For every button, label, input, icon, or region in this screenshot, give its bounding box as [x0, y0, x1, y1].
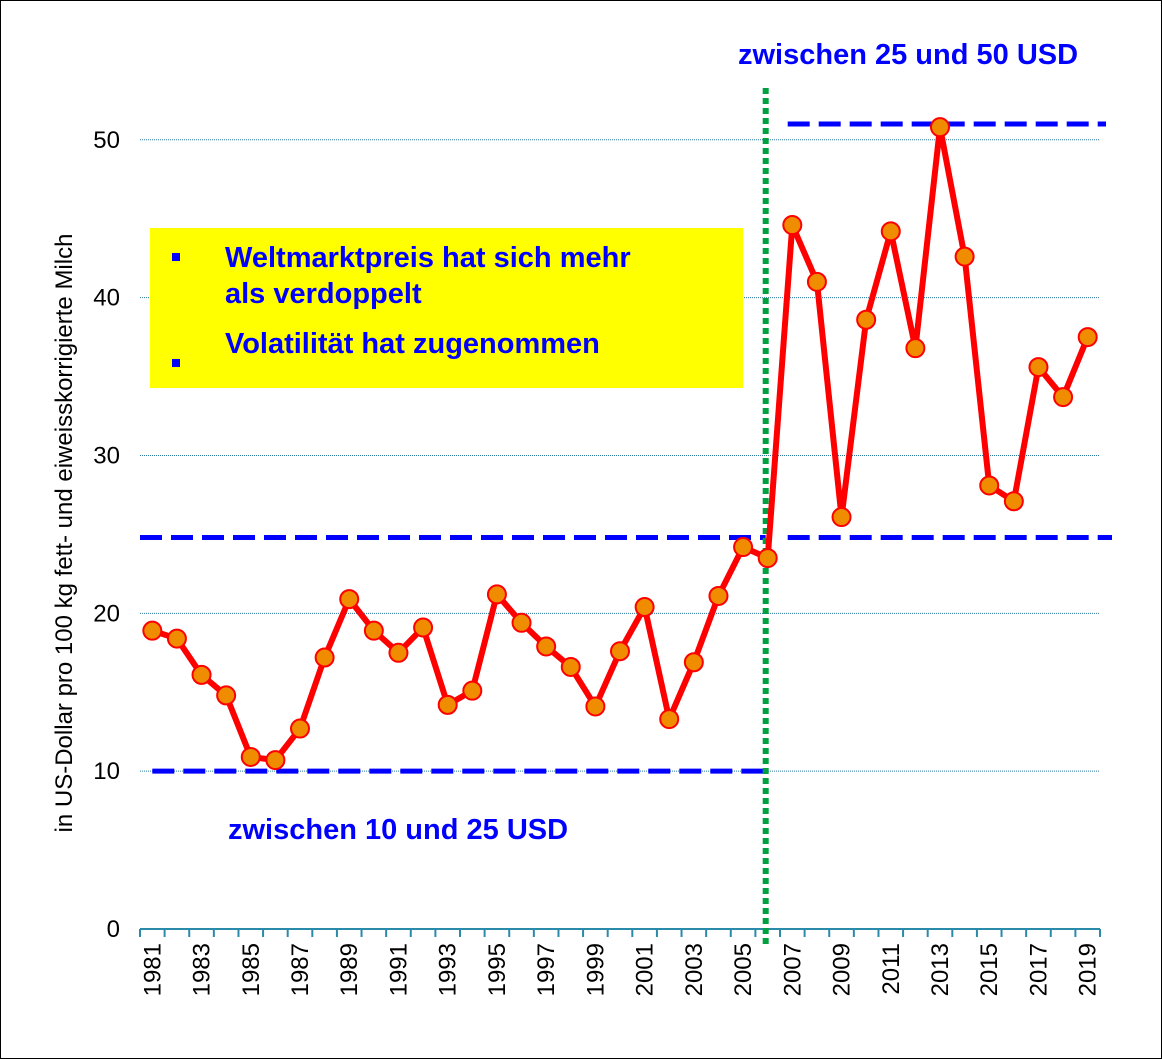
x-tick-label: 1999	[582, 943, 609, 996]
data-point	[240, 746, 261, 767]
x-tick-label: 1995	[484, 943, 511, 996]
x-tick-label: 1991	[385, 943, 412, 996]
x-tick-label: 1985	[238, 943, 265, 996]
x-tick-label: 1993	[435, 943, 462, 996]
data-point	[265, 750, 286, 771]
data-point	[708, 585, 729, 606]
x-tick-label: 1983	[189, 943, 216, 996]
data-point	[683, 652, 704, 673]
y-tick-label: 20	[93, 600, 120, 627]
x-tick-label: 2019	[1075, 943, 1102, 996]
data-point	[880, 221, 901, 242]
x-tick-label: 1989	[336, 943, 363, 996]
data-point	[610, 641, 630, 662]
y-tick-label: 10	[93, 758, 120, 785]
data-point	[216, 685, 237, 706]
data-point	[954, 246, 975, 267]
data-point	[806, 271, 827, 292]
callout: Weltmarktpreis hat sich mehr als verdopp…	[225, 242, 631, 360]
x-tick-label: 2003	[681, 943, 708, 996]
callout-item: Weltmarktpreis hat sich mehr als verdopp…	[225, 242, 631, 310]
data-point	[1077, 327, 1098, 348]
data-point	[856, 309, 877, 330]
callout-item: Volatilität hat zugenommen	[225, 328, 600, 360]
data-point	[191, 664, 212, 685]
x-tick-label: 2007	[779, 943, 806, 996]
data-point	[413, 617, 434, 638]
data-point	[1003, 491, 1024, 512]
x-tick-label: 2009	[829, 943, 856, 996]
data-point	[536, 636, 557, 657]
bullet	[172, 359, 180, 367]
data-point	[314, 647, 335, 668]
data-point	[979, 475, 1000, 496]
x-tick-label: 1981	[139, 943, 166, 996]
data-point	[437, 694, 458, 715]
x-tick-label: 2013	[927, 943, 954, 996]
x-tick-label: 2015	[976, 943, 1003, 996]
x-tick-label: 2011	[878, 943, 905, 995]
data-point	[166, 628, 187, 649]
data-point	[757, 548, 778, 569]
data-point	[511, 612, 532, 633]
data-point	[388, 642, 409, 663]
data-point	[905, 338, 926, 359]
bullet	[172, 253, 180, 261]
x-tick-label: 2001	[632, 943, 659, 996]
data-point	[290, 718, 310, 739]
data-point	[831, 507, 852, 528]
y-tick-label: 0	[107, 916, 120, 943]
annotation: zwischen 25 und 50 USD	[738, 39, 1078, 71]
data-point	[339, 589, 360, 610]
x-tick-label: 1987	[287, 943, 314, 996]
data-point	[634, 597, 655, 618]
data-point	[659, 709, 680, 730]
data-point	[782, 215, 803, 236]
data-point	[363, 620, 384, 641]
data-point	[142, 620, 163, 641]
y-tick-label: 50	[93, 127, 120, 154]
data-point	[585, 696, 606, 717]
y-tick-label: 40	[93, 285, 120, 312]
y-tick-label: 30	[93, 442, 120, 469]
x-tick-label: 2017	[1025, 943, 1052, 996]
y-axis-label: in US-Dollar pro 100 kg fett- und eiweis…	[51, 234, 78, 833]
x-tick-label: 1997	[533, 943, 560, 996]
data-point	[930, 117, 950, 138]
x-tick-label: 2005	[730, 943, 757, 996]
data-point	[560, 656, 581, 677]
callout-box	[150, 228, 743, 388]
annotation: zwischen 10 und 25 USD	[228, 814, 568, 846]
data-point	[1053, 387, 1074, 408]
data-point	[1028, 357, 1049, 378]
data-point	[733, 537, 754, 558]
data-point	[462, 680, 483, 701]
data-point	[486, 584, 507, 605]
